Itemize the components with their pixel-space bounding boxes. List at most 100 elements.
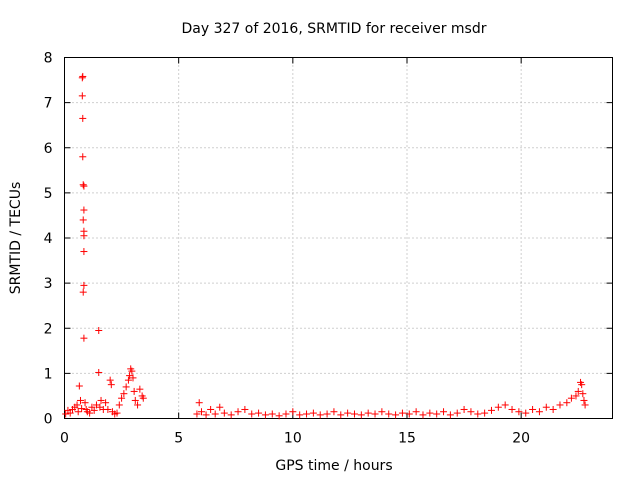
data-point — [261, 411, 269, 419]
data-point — [309, 409, 317, 417]
data-point — [494, 403, 502, 411]
data-point — [419, 411, 427, 419]
data-point — [86, 409, 94, 417]
data-point — [330, 408, 338, 416]
data-point — [207, 405, 215, 413]
data-point — [474, 410, 482, 418]
y-tick-label: 1 — [44, 366, 53, 382]
y-tick-label: 3 — [44, 276, 53, 292]
data-point — [130, 387, 138, 395]
y-tick-label: 4 — [44, 231, 53, 247]
data-point — [572, 392, 580, 400]
y-axis-label: SRMTID / TECUs — [8, 182, 24, 295]
data-point — [211, 410, 219, 418]
data-point — [275, 412, 283, 420]
x-tick-label: 10 — [284, 431, 302, 447]
plot-frame — [64, 57, 613, 419]
data-point — [398, 409, 406, 417]
points-layer — [62, 72, 589, 420]
data-point — [563, 399, 571, 407]
data-point — [79, 72, 87, 80]
data-point — [113, 409, 121, 417]
data-point — [136, 385, 144, 393]
data-point — [118, 394, 126, 402]
data-point — [74, 408, 82, 416]
data-point — [282, 410, 290, 418]
data-point — [542, 403, 550, 411]
data-point — [227, 411, 235, 419]
data-point — [578, 381, 586, 389]
data-point — [350, 410, 358, 418]
data-point — [535, 408, 543, 416]
data-point — [508, 405, 516, 413]
data-point — [79, 216, 87, 224]
x-tick-label: 15 — [398, 431, 416, 447]
data-point — [371, 410, 379, 418]
data-point — [80, 281, 88, 289]
data-point — [95, 327, 103, 335]
data-point — [195, 399, 203, 407]
data-point — [378, 408, 386, 416]
data-point — [220, 409, 228, 417]
data-point — [255, 409, 263, 417]
data-point — [392, 411, 400, 419]
data-point — [556, 401, 564, 409]
data-point — [78, 405, 86, 413]
data-point — [78, 92, 86, 100]
data-point — [80, 182, 88, 190]
data-point — [296, 411, 304, 419]
data-point — [115, 401, 123, 409]
data-point — [487, 406, 495, 414]
data-point — [73, 401, 81, 409]
data-point — [80, 206, 88, 214]
data-point — [529, 405, 537, 413]
data-point — [80, 334, 88, 342]
data-point — [124, 376, 132, 384]
data-point — [467, 408, 475, 416]
data-point — [268, 410, 276, 418]
data-point — [66, 409, 74, 417]
data-point — [139, 394, 147, 402]
data-point — [97, 396, 105, 404]
x-tick-label: 5 — [174, 431, 183, 447]
data-point — [303, 410, 311, 418]
data-point — [102, 399, 110, 407]
x-tick-label: 20 — [512, 431, 530, 447]
data-point — [567, 394, 575, 402]
data-point — [501, 401, 509, 409]
ticks-layer: 0 1 2 3 4 5 6 7 8 0 5 10 15 20 — [44, 51, 613, 447]
data-point — [128, 367, 136, 375]
data-point — [581, 401, 589, 409]
data-point — [426, 409, 434, 417]
y-tick-label: 7 — [44, 96, 53, 112]
grid-layer — [64, 57, 613, 419]
chart-title: Day 327 of 2016, SRMTID for receiver msd… — [182, 21, 487, 37]
data-point — [106, 376, 114, 384]
x-axis-label: GPS time / hours — [275, 458, 392, 474]
data-point — [364, 409, 372, 417]
y-tick-label: 8 — [44, 51, 53, 67]
data-point — [122, 383, 130, 391]
data-point — [433, 410, 441, 418]
data-point — [515, 408, 523, 416]
data-point — [131, 396, 139, 404]
data-point — [549, 405, 557, 413]
data-point — [316, 411, 324, 419]
data-point — [129, 374, 137, 382]
data-point — [134, 401, 142, 409]
data-point — [79, 181, 87, 189]
data-point — [75, 382, 83, 390]
data-point — [574, 387, 582, 395]
data-point — [81, 399, 89, 407]
data-point — [120, 390, 128, 398]
data-point — [241, 405, 249, 413]
y-tick-label: 5 — [44, 186, 53, 202]
data-point — [453, 409, 461, 417]
x-tick-label: 0 — [60, 431, 69, 447]
axes-layer — [64, 57, 613, 419]
data-point — [79, 153, 87, 161]
data-point — [344, 409, 352, 417]
data-point — [193, 410, 201, 418]
